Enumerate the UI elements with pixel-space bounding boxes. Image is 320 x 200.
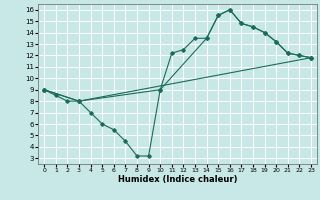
X-axis label: Humidex (Indice chaleur): Humidex (Indice chaleur) <box>118 175 237 184</box>
